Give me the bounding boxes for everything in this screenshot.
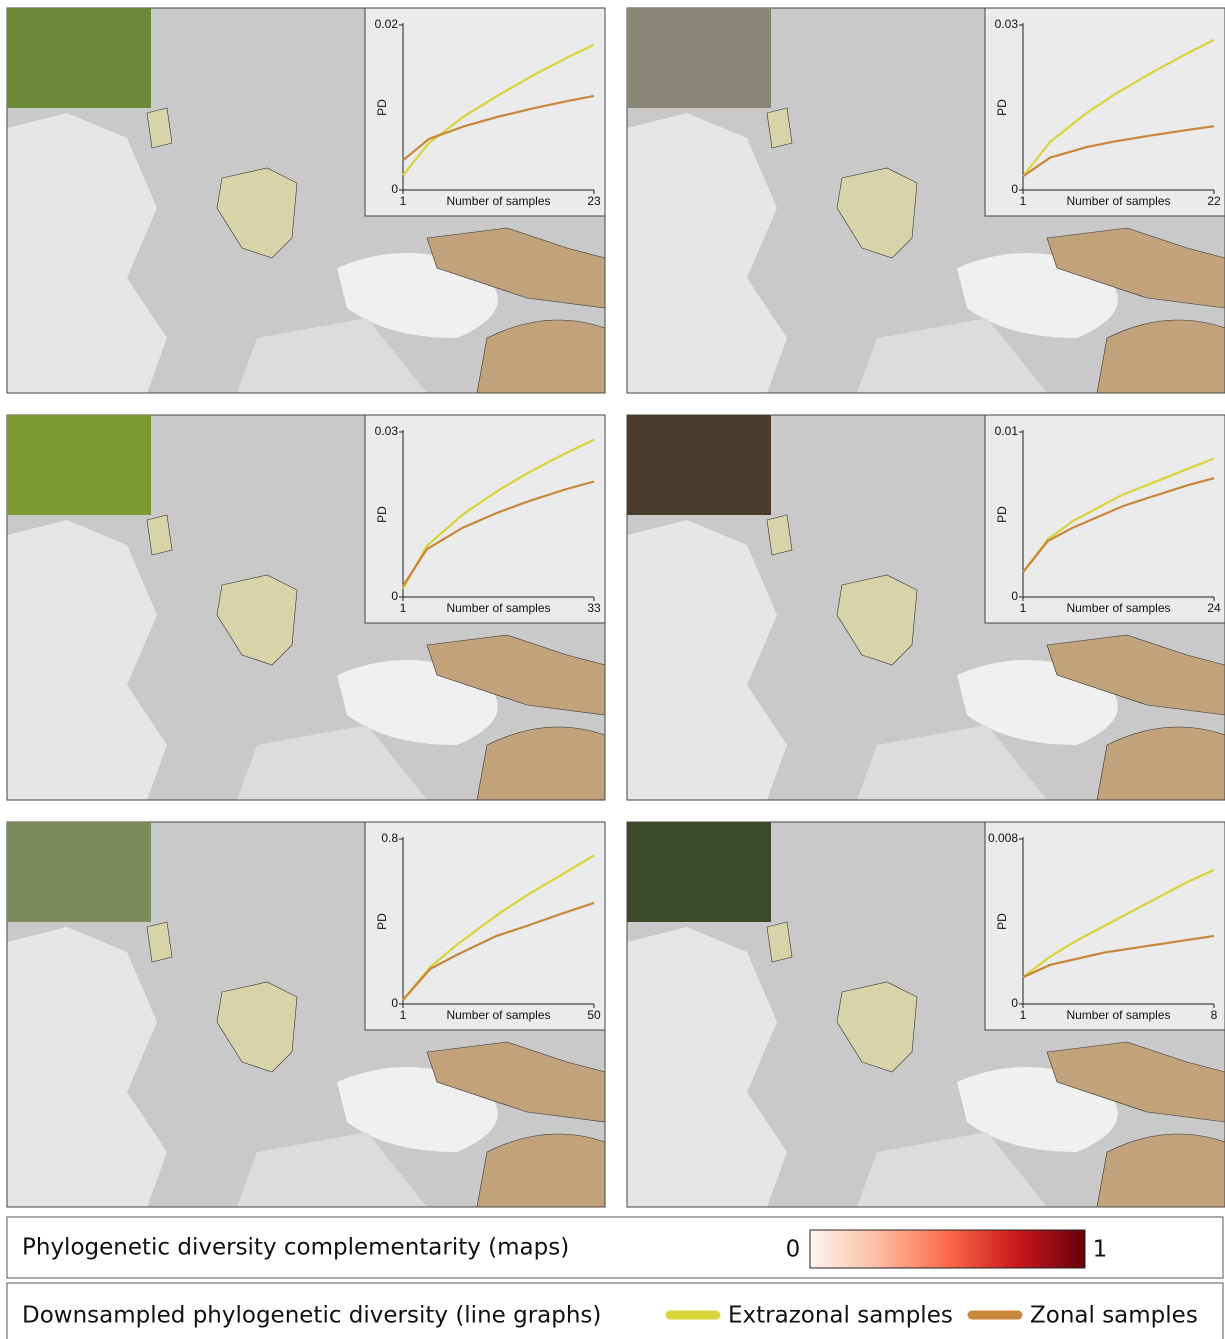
x-axis-label: Number of samples xyxy=(1066,601,1170,615)
y-tick-label: 0.03 xyxy=(995,17,1019,31)
y-tick-label: 0 xyxy=(1011,996,1018,1010)
y-tick-label: 0.02 xyxy=(375,17,399,31)
x-tick-label: 1 xyxy=(1020,1008,1027,1022)
x-tick-label: 1 xyxy=(1020,194,1027,208)
x-tick-label: 23 xyxy=(587,194,601,208)
panel: 0 0.8 1 50 Number of samples PD xyxy=(7,822,605,1207)
photo xyxy=(627,415,771,515)
panel: 0 0.01 1 24 Number of samples PD xyxy=(627,415,1225,800)
panel: 0 0.008 1 8 Number of samples PD xyxy=(627,822,1225,1207)
panel: 0 0.03 1 33 Number of samples PD xyxy=(7,415,605,800)
x-tick-label: 22 xyxy=(1207,194,1221,208)
y-tick-label: 0 xyxy=(1011,182,1018,196)
y-tick-label: 0.8 xyxy=(381,831,398,845)
y-tick-label: 0.008 xyxy=(988,831,1018,845)
y-tick-label: 0.01 xyxy=(995,424,1019,438)
inset-box xyxy=(365,822,605,1030)
colorbar xyxy=(810,1230,1085,1268)
y-axis-label: PD xyxy=(375,99,389,116)
colorbar-title: Phylogenetic diversity complementarity (… xyxy=(22,1235,569,1261)
colorbar-min: 0 xyxy=(786,1237,801,1263)
photo xyxy=(627,8,771,108)
y-tick-label: 0.03 xyxy=(375,424,399,438)
inset-box xyxy=(985,8,1225,216)
x-tick-label: 24 xyxy=(1207,601,1221,615)
x-tick-label: 1 xyxy=(400,1008,407,1022)
y-axis-label: PD xyxy=(995,913,1009,930)
y-tick-label: 0 xyxy=(391,589,398,603)
photo xyxy=(627,822,771,922)
figure: Phylogenetic diversity complementarity (… xyxy=(0,0,1225,1339)
y-axis-label: PD xyxy=(995,99,1009,116)
y-tick-label: 0 xyxy=(391,182,398,196)
y-tick-label: 0 xyxy=(391,996,398,1010)
x-tick-label: 1 xyxy=(400,194,407,208)
y-axis-label: PD xyxy=(375,913,389,930)
x-tick-label: 33 xyxy=(587,601,601,615)
inset-box xyxy=(365,8,605,216)
x-tick-label: 8 xyxy=(1211,1008,1218,1022)
colorbar-max: 1 xyxy=(1093,1237,1108,1263)
legend-title: Downsampled phylogenetic diversity (line… xyxy=(22,1303,601,1329)
page: {"chart_data": [ {"type": "line", "xlabe… xyxy=(0,0,1225,1339)
x-tick-label: 1 xyxy=(1020,601,1027,615)
inset-box xyxy=(985,415,1225,623)
x-axis-label: Number of samples xyxy=(1066,194,1170,208)
x-axis-label: Number of samples xyxy=(446,601,550,615)
panel: 0 0.02 1 23 Number of samples PD xyxy=(7,8,605,393)
y-axis-label: PD xyxy=(375,506,389,523)
panel: 0 0.03 1 22 Number of samples PD xyxy=(627,8,1225,393)
legend-label: Extrazonal samples xyxy=(728,1303,953,1329)
x-axis-label: Number of samples xyxy=(446,194,550,208)
x-axis-label: Number of samples xyxy=(1066,1008,1170,1022)
x-tick-label: 50 xyxy=(587,1008,601,1022)
photo xyxy=(7,8,151,108)
photo xyxy=(7,822,151,922)
photo xyxy=(7,415,151,515)
x-axis-label: Number of samples xyxy=(446,1008,550,1022)
x-tick-label: 1 xyxy=(400,601,407,615)
legend-label: Zonal samples xyxy=(1030,1303,1198,1329)
y-axis-label: PD xyxy=(995,506,1009,523)
y-tick-label: 0 xyxy=(1011,589,1018,603)
